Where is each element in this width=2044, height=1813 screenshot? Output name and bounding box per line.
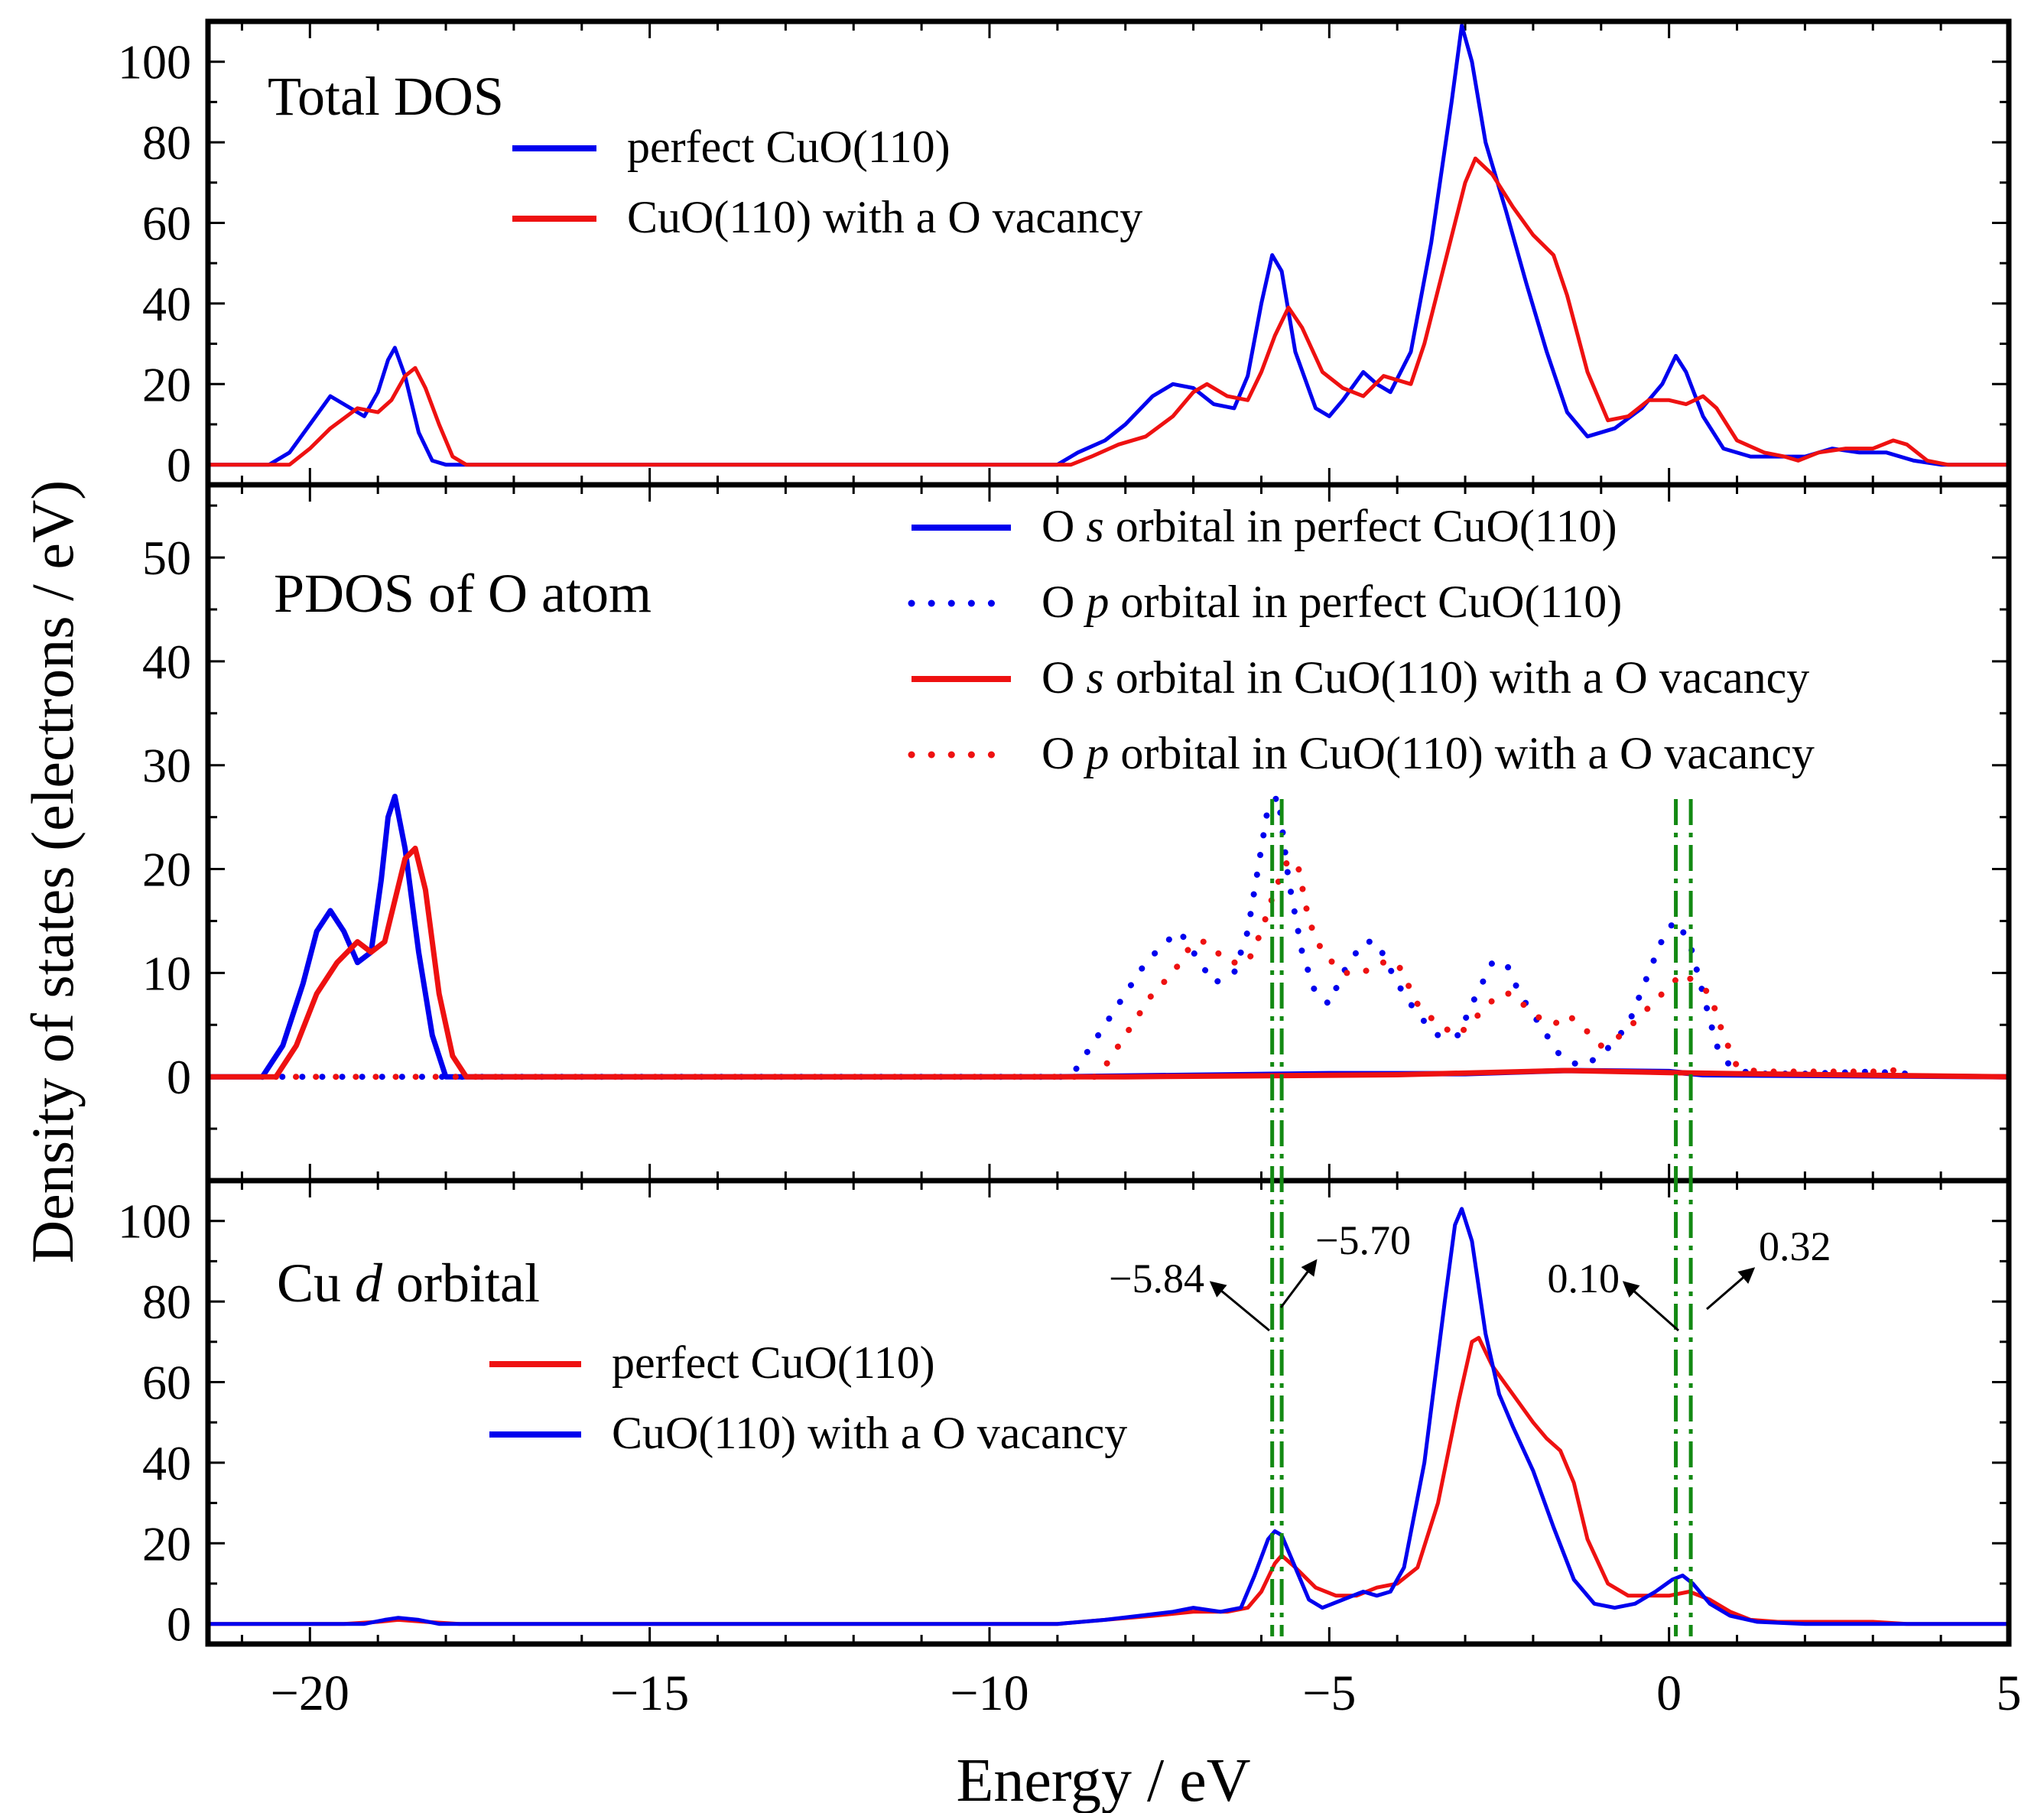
pdos-title: PDOS of O atom	[274, 563, 652, 624]
y-tick-label: 10	[142, 946, 191, 1000]
x-tick-label: −15	[610, 1665, 689, 1721]
y-tick-label: 100	[118, 35, 191, 89]
series-group	[208, 1207, 2009, 1626]
annotation-arrow	[1209, 1281, 1270, 1332]
annotation-label: 0.32	[1759, 1223, 1831, 1269]
y-ticks	[208, 1179, 2009, 1626]
annotation-label: 0.10	[1548, 1256, 1620, 1301]
x-tick-label: 0	[1656, 1665, 1682, 1721]
cu-d-title: Cu d orbital	[277, 1253, 540, 1314]
y-tick-label: 40	[142, 1436, 191, 1490]
annotation-arrow	[1279, 1259, 1318, 1308]
y-tick-label: 0	[167, 1050, 191, 1104]
y-tick-label: 60	[142, 196, 191, 250]
legend-label: O p orbital in CuO(110) with a O vacancy	[1041, 728, 1815, 778]
legend-label: CuO(110) with a O vacancy	[612, 1408, 1127, 1458]
x-ticks	[240, 1181, 2010, 1644]
legend-label: CuO(110) with a O vacancy	[627, 192, 1142, 242]
series-line-cuo-110-with-a-o-vacancy	[208, 156, 2009, 467]
y-tick-label: 80	[142, 1275, 191, 1329]
legend-label: O s orbital in CuO(110) with a O vacancy	[1041, 652, 1809, 703]
y-tick-label: 0	[167, 1597, 191, 1652]
pdos-o-panel: 0 10 20 30 40 50 PDOS of O atom O s orbital in …	[142, 482, 2012, 1184]
y-tick-label: 0	[167, 438, 191, 492]
x-ticks	[240, 21, 2010, 485]
series-line-o-p-orbital-in-cuo-110-with-a-o-vacancy	[272, 856, 1910, 1080]
y-tick-label: 40	[142, 635, 191, 689]
x-tick-label: 5	[1997, 1665, 2022, 1721]
legend-label: perfect CuO(110)	[612, 1337, 935, 1388]
total-dos-title: Total DOS	[268, 66, 504, 127]
y-tick-label: 60	[142, 1355, 191, 1409]
y-axis-label: Density of states (electrons / eV)	[19, 480, 86, 1264]
series-line-o-s-orbital-in-perfect-cuo-110	[208, 794, 2009, 1080]
series-line-o-s-orbital-in-cuo-110-with-a-o-vacancy	[208, 845, 2009, 1080]
series-group	[208, 23, 2009, 467]
series-line-cuo-110-with-a-o-vacancy	[208, 1207, 2009, 1626]
annotations: −5.84 −5.70 0.10 0.32	[1109, 1217, 1831, 1332]
legend-label: O p orbital in perfect CuO(110)	[1041, 577, 1622, 627]
y-tick-label: 20	[142, 1516, 191, 1571]
series-group	[208, 793, 2009, 1080]
legend: O s orbital in perfect CuO(110) O p orbit…	[908, 501, 1815, 778]
series-line-perfect-cuo-110	[208, 23, 2009, 467]
annotation-arrow	[1706, 1267, 1756, 1311]
total-dos-panel: 0 20 40 60 80 100 Total DOS perfect CuO(110) CuO…	[118, 18, 2012, 492]
cu-d-panel: 0 20 40 60 80 100 Cu d orbital perfect CuO(110)…	[118, 1178, 2012, 1652]
annotation-label: −5.70	[1315, 1217, 1411, 1263]
x-axis-label: Energy / eV	[956, 1747, 1250, 1813]
x-tick-label: −20	[271, 1665, 349, 1721]
legend-label: O s orbital in perfect CuO(110)	[1041, 501, 1617, 551]
x-tick-label: −10	[950, 1665, 1028, 1721]
y-tick-label: 50	[142, 531, 191, 585]
y-tick-label: 30	[142, 739, 191, 793]
legend: perfect CuO(110) CuO(110) with a O vacanc…	[512, 122, 1142, 242]
y-tick-label: 20	[142, 357, 191, 411]
y-tick-label: 100	[118, 1194, 191, 1249]
series-line-perfect-cuo-110	[208, 1336, 2009, 1626]
series-line-o-p-orbital-in-perfect-cuo-110	[259, 793, 1910, 1080]
fermi-marker-lines	[1270, 799, 1693, 1636]
annotation-arrow	[1622, 1281, 1679, 1332]
legend-label: perfect CuO(110)	[627, 122, 951, 172]
plot-frame	[205, 1178, 2012, 1647]
x-tick-label: −5	[1302, 1665, 1356, 1721]
y-tick-label: 80	[142, 115, 191, 170]
y-tick-label: 20	[142, 843, 191, 897]
legend: perfect CuO(110) CuO(110) with a O vacanc…	[489, 1337, 1127, 1458]
annotation-label: −5.84	[1109, 1256, 1204, 1301]
y-tick-label: 40	[142, 277, 191, 331]
